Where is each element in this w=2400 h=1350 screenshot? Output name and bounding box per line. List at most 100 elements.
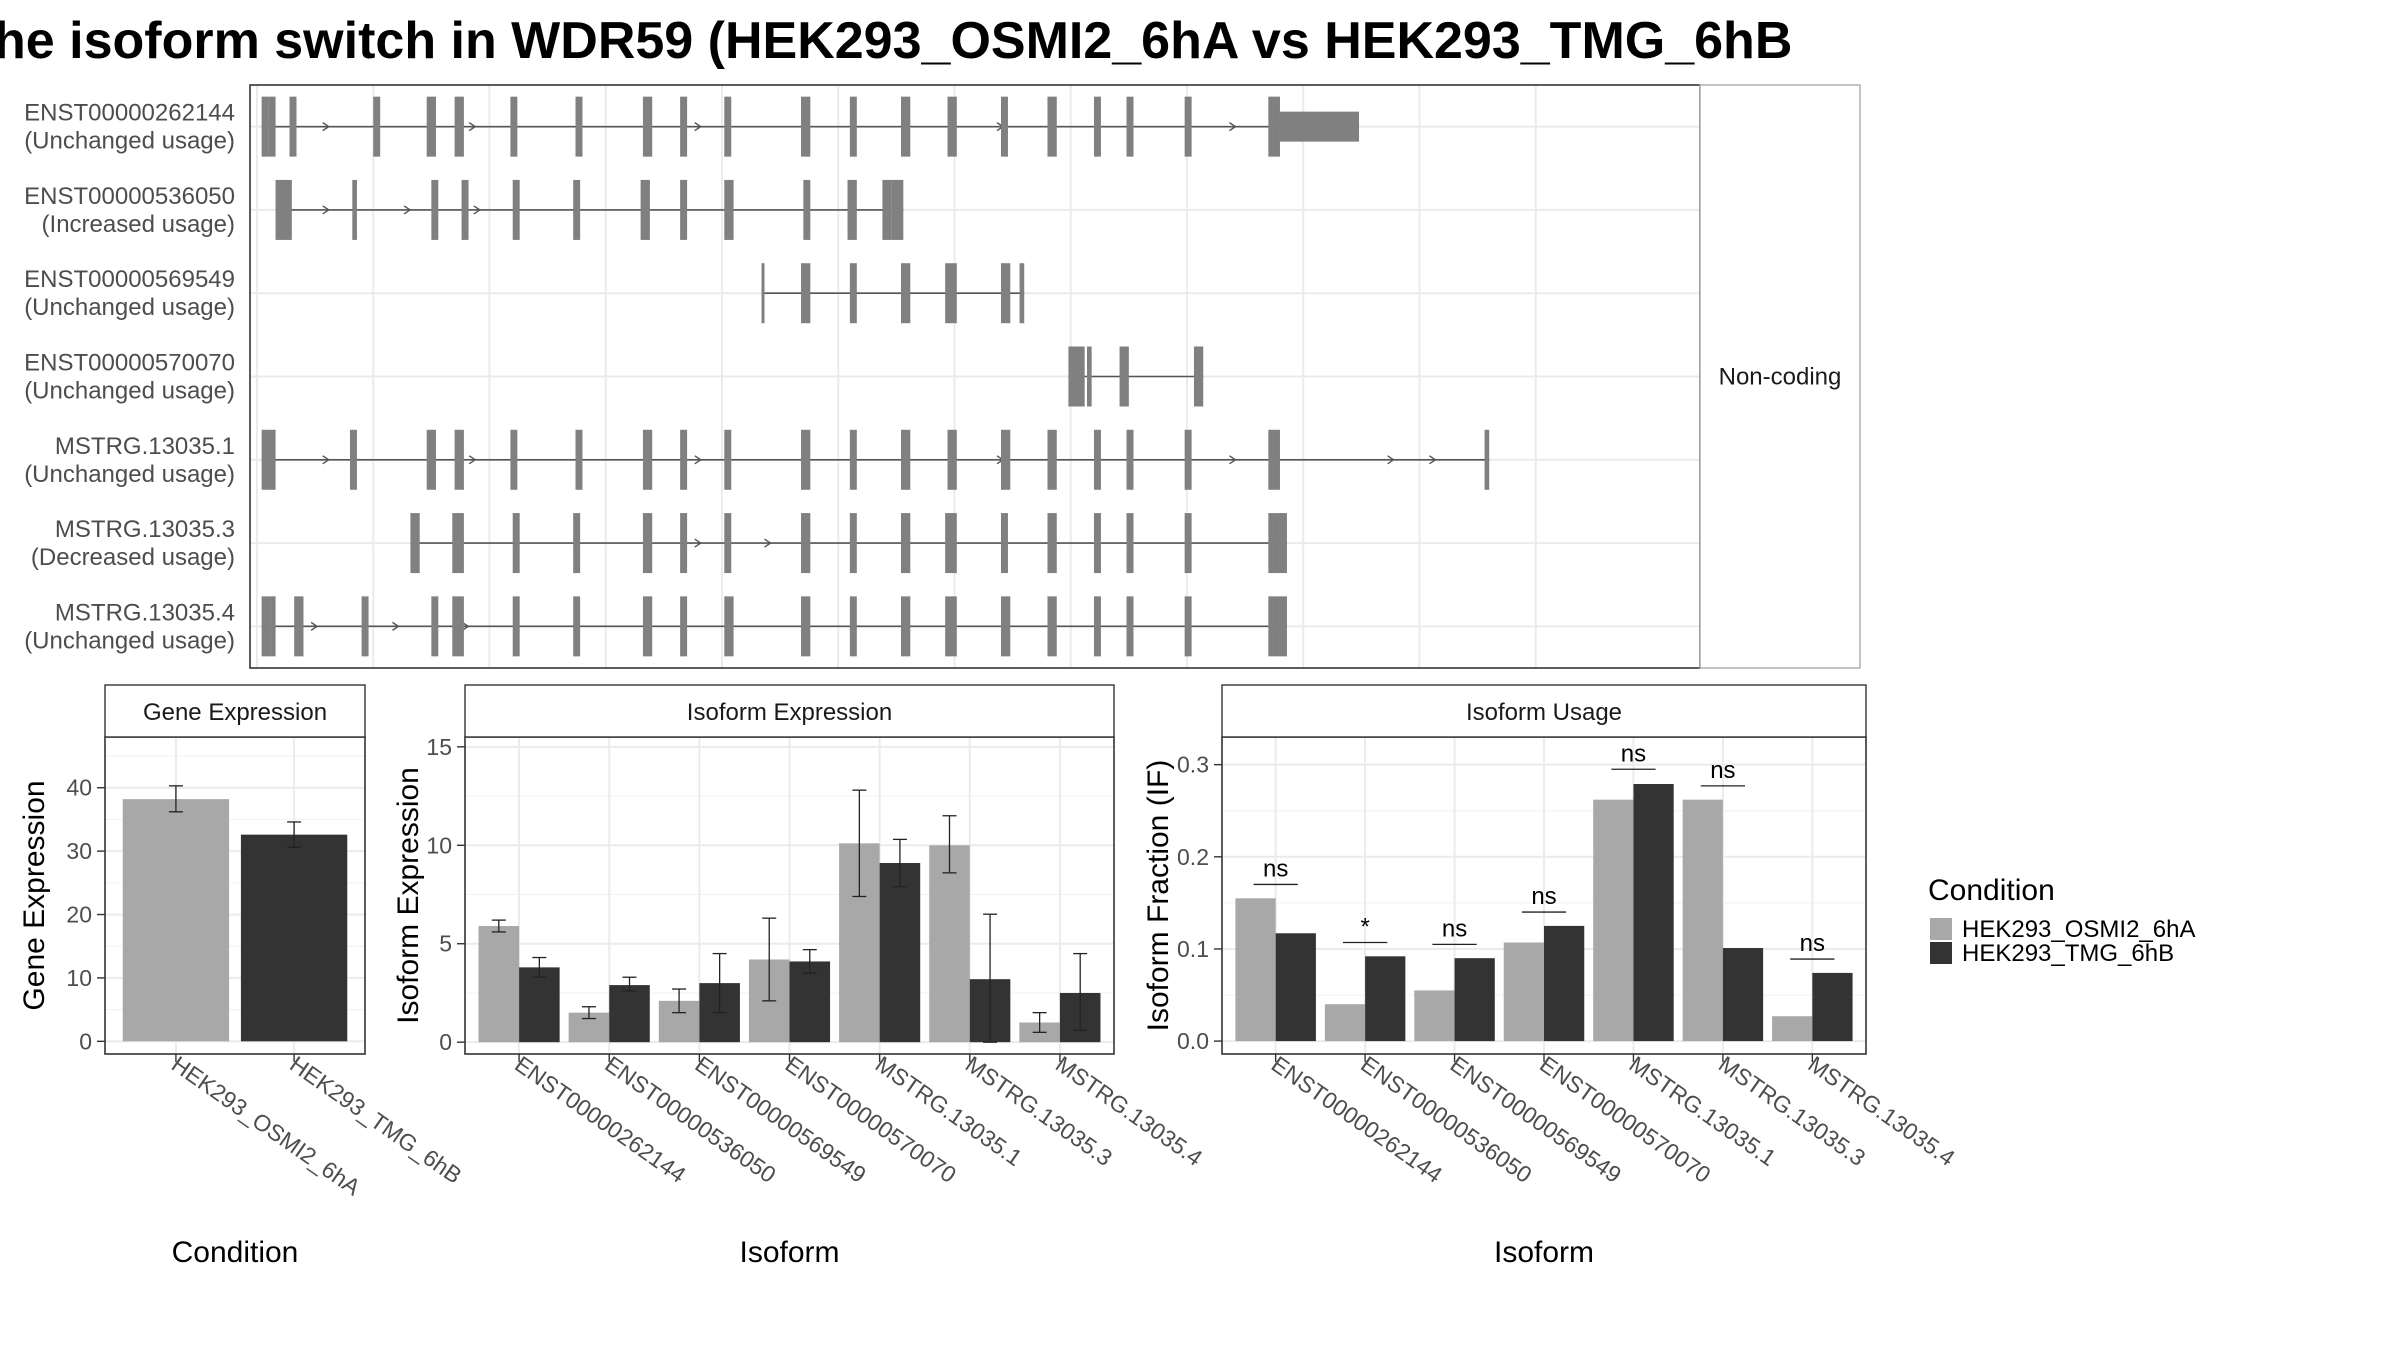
transcript-usage-label: (Unchanged usage) <box>24 128 235 155</box>
panel-strip-title: Isoform Expression <box>687 699 892 726</box>
panel-strip <box>104 684 366 738</box>
exon-block <box>801 513 811 574</box>
x-tick-label: MSTRG.13035.4 <box>1051 1051 1207 1171</box>
exon-block <box>945 513 957 574</box>
transcript-id-label: ENST00000262144 <box>24 100 235 127</box>
exon-block <box>1126 96 1134 157</box>
exon-block <box>261 96 269 157</box>
bar <box>1275 933 1316 1042</box>
significance-label: ns <box>1710 757 1735 784</box>
exon-block <box>431 596 439 657</box>
exon-block <box>1126 513 1134 574</box>
y-tick-label: 0.2 <box>1177 844 1209 870</box>
intron-arrow <box>694 455 702 465</box>
intron-arrow <box>461 621 470 631</box>
exon-block <box>512 513 520 574</box>
exon-block <box>1093 429 1101 490</box>
y-tick-label: 15 <box>426 734 452 760</box>
exon-block <box>947 429 957 490</box>
exon-block <box>1126 429 1134 490</box>
exon-block <box>1184 596 1192 657</box>
y-axis-title: Isoform Expression <box>392 767 425 1024</box>
significance-label: ns <box>1442 915 1467 942</box>
exon-block <box>261 596 271 657</box>
exon-block <box>1000 596 1011 657</box>
exon-block <box>426 96 436 157</box>
y-tick-label: 30 <box>66 838 92 864</box>
exon-block <box>847 179 857 240</box>
significance-label: ns <box>1800 930 1825 957</box>
exon-block <box>1126 596 1134 657</box>
exon-block <box>1047 596 1057 657</box>
exon-block <box>640 179 650 240</box>
exon-block <box>680 96 688 157</box>
x-tick-label: MSTRG.13035.3 <box>1714 1051 1870 1171</box>
bar <box>519 967 560 1043</box>
y-tick-label: 0 <box>439 1029 452 1055</box>
bar <box>1682 799 1723 1042</box>
exon-block <box>261 429 276 490</box>
y-tick-label: 0.3 <box>1177 752 1209 778</box>
intron-arrow <box>468 122 477 132</box>
exon-block <box>1268 596 1280 657</box>
exon-block <box>849 96 857 157</box>
bar <box>609 985 650 1043</box>
exon-block <box>849 596 857 657</box>
intron-arrow <box>694 122 702 132</box>
exon-block <box>573 179 581 240</box>
exon-block <box>510 429 518 490</box>
exon-block <box>1000 513 1008 574</box>
bar <box>1324 1004 1366 1042</box>
legend-swatch <box>1930 942 1952 964</box>
exon-block <box>801 596 811 657</box>
exon-block <box>289 96 297 157</box>
intron-arrow <box>473 205 482 215</box>
exon-block <box>512 596 520 657</box>
bar <box>789 961 831 1043</box>
exon-block <box>1279 111 1360 142</box>
exon-block <box>1047 513 1057 574</box>
transcript-id-label: ENST00000570070 <box>24 350 235 377</box>
exon-block <box>575 96 583 157</box>
exon-block <box>1093 96 1101 157</box>
y-tick-label: 5 <box>439 931 452 957</box>
exon-block <box>724 179 734 240</box>
exon-block <box>431 179 439 240</box>
exon-block <box>680 179 688 240</box>
exon-block <box>680 596 688 657</box>
intron-arrow <box>1387 455 1395 465</box>
exon-block <box>573 596 581 657</box>
exon-block <box>803 179 811 240</box>
exon-block <box>410 513 420 574</box>
exon-block <box>882 179 892 240</box>
exon-block <box>901 429 911 490</box>
bar <box>478 926 520 1043</box>
exon-block <box>426 429 436 490</box>
transcript-id-label: MSTRG.13035.1 <box>55 433 235 460</box>
intron-arrow <box>322 205 330 215</box>
exon-block <box>1068 346 1085 407</box>
y-tick-label: 10 <box>66 965 92 991</box>
exon-block <box>361 596 369 657</box>
x-axis-title: Isoform <box>1494 1236 1594 1269</box>
bar <box>879 863 921 1043</box>
significance-label: ns <box>1531 883 1556 910</box>
exon-block <box>1279 513 1287 574</box>
y-tick-label: 0.1 <box>1177 936 1209 962</box>
x-tick-label: MSTRG.13035.1 <box>1625 1051 1781 1171</box>
transcript-usage-label: (Unchanged usage) <box>24 294 235 321</box>
exon-block <box>373 96 381 157</box>
exon-block <box>945 596 957 657</box>
legend-swatch <box>1930 918 1952 940</box>
exon-block <box>724 596 734 657</box>
intron-arrow <box>1229 455 1237 465</box>
exon-block <box>461 179 469 240</box>
bar <box>1414 990 1455 1042</box>
x-tick-label: MSTRG.13035.4 <box>1803 1051 1959 1171</box>
exon-block <box>849 513 857 574</box>
exon-block <box>1019 263 1025 324</box>
